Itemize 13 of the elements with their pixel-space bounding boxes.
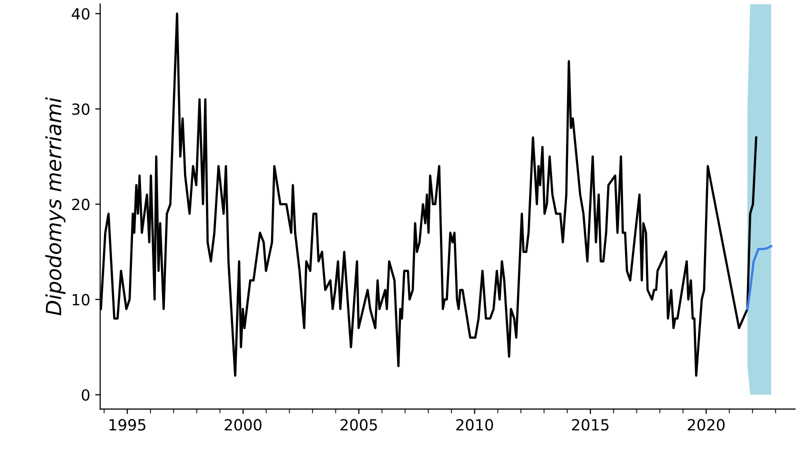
y-tick-label: 40 [72,8,90,20]
y-tick-label: 10 [72,294,90,306]
x-tick-label: 2005 [340,419,377,431]
x-tick-label: 2015 [572,419,608,431]
y-tick-label: 20 [72,198,90,210]
x-tick-label: 2000 [224,419,262,431]
x-tick-label: 1995 [110,419,146,431]
line-series [746,245,772,310]
y-tick-label: 0 [82,389,90,401]
y-axis-title: Dipodomys merriami [45,97,66,316]
x-tick-label: 2010 [456,419,494,431]
x-tick-label: 2020 [688,419,725,431]
y-tick-label: 30 [72,103,90,115]
